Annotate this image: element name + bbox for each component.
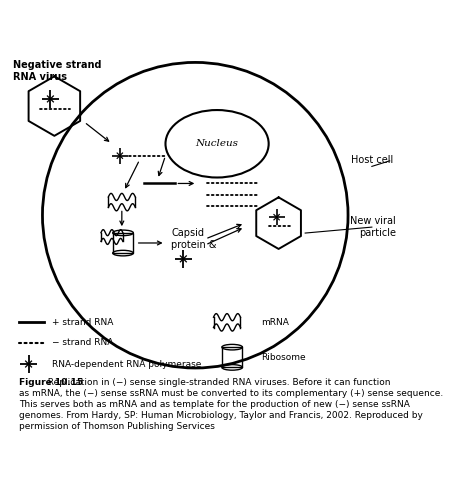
Text: This serves both as mRNA and as template for the production of new (−) sense ssR: This serves both as mRNA and as template… [18,400,410,409]
Text: as mRNA, the (−) sense ssRNA must be converted to its complementary (+) sense se: as mRNA, the (−) sense ssRNA must be con… [18,389,443,398]
Text: Negative strand
RNA virus: Negative strand RNA virus [13,60,101,82]
Text: genomes. From Hardy, SP: Human Microbiology, Taylor and Francis, 2002. Reproduce: genomes. From Hardy, SP: Human Microbiol… [18,411,422,420]
Text: Figure 10.15: Figure 10.15 [18,378,83,387]
Bar [222,347,243,367]
Text: permission of Thomson Publishing Services: permission of Thomson Publishing Service… [18,422,215,431]
Text: Host cell: Host cell [351,155,394,165]
Text: Replication in (−) sense single-stranded RNA viruses. Before it can function: Replication in (−) sense single-stranded… [42,378,390,387]
Text: + strand RNA: + strand RNA [53,318,114,327]
Text: Capsid
protein &: Capsid protein & [172,228,217,250]
Text: Nucleus: Nucleus [196,139,238,148]
Text: mRNA: mRNA [261,318,289,327]
Text: Ribosome: Ribosome [261,353,305,362]
Text: New viral
particle: New viral particle [350,216,396,238]
Bar [113,233,133,253]
Text: RNA-dependent RNA polymerase: RNA-dependent RNA polymerase [53,360,202,369]
Text: − strand RNA: − strand RNA [53,338,114,348]
